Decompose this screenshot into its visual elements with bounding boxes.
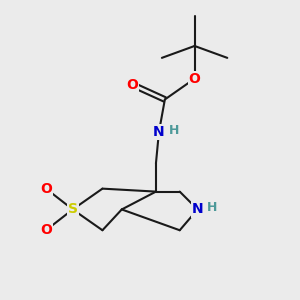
Text: O: O [40,182,52,196]
Text: O: O [126,78,138,92]
Text: O: O [189,72,200,86]
Text: N: N [192,202,203,216]
Text: H: H [168,124,179,137]
Text: H: H [207,202,217,214]
Text: S: S [68,202,78,216]
Text: O: O [40,223,52,237]
Text: N: N [153,125,165,139]
